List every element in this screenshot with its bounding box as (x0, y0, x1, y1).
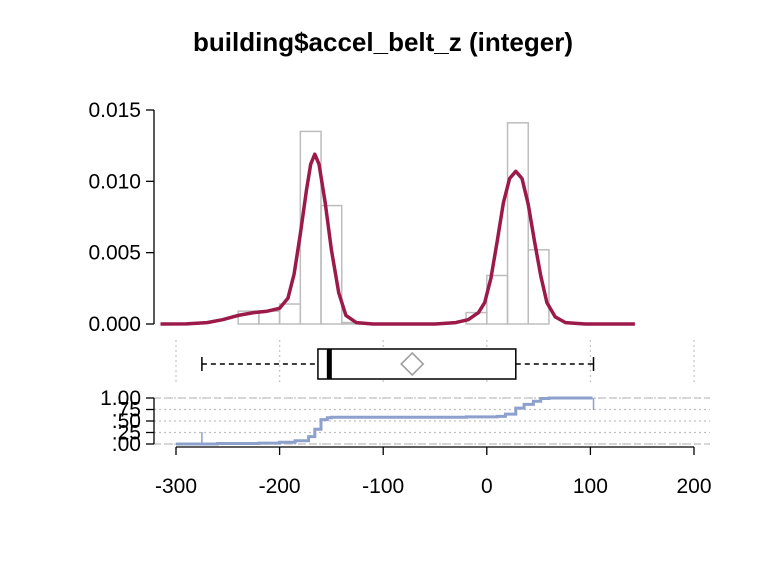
x-tick-label: 0 (481, 475, 493, 498)
x-axis: -300 -200 -100 0 100 200 (155, 446, 712, 498)
histogram-bar (506, 122, 529, 325)
x-tick-label: 100 (573, 475, 608, 498)
histogram-bar (320, 204, 343, 325)
boxplot (201, 348, 595, 380)
ecdf-tick-label: .75 (112, 399, 141, 422)
x-tick-label: 200 (676, 475, 711, 498)
histogram-y-axis: 0.000 0.005 0.010 0.015 (88, 99, 155, 336)
y-tick-label: 0.005 (88, 242, 141, 265)
ecdf-gridlines (154, 397, 710, 445)
mean-marker (400, 351, 425, 377)
ecdf-tick-label: .50 (112, 410, 141, 433)
y-tick-label: 0.010 (88, 170, 141, 193)
x-tick-label: -300 (155, 475, 197, 498)
ecdf-tick-label: .00 (112, 433, 141, 456)
chart-title: building$accel_belt_z (integer) (193, 27, 573, 57)
x-tick-label: -100 (362, 475, 404, 498)
histogram-panel: 0.000 0.005 0.010 0.015 (88, 99, 635, 336)
y-tick-label: 0.000 (88, 313, 141, 336)
x-tick-label: -200 (259, 475, 301, 498)
histogram-bar (527, 249, 550, 325)
ecdf-curve (176, 396, 593, 446)
ecdf-panel: 1.00.75.50.25.00 (100, 387, 710, 456)
ecdf-tick-label: .25 (112, 422, 141, 445)
ecdf-y-axis: 1.00.75.50.25.00 (100, 387, 155, 456)
boxplot-panel (175, 340, 695, 385)
histogram-bars (237, 122, 550, 325)
y-tick-label: 0.015 (88, 99, 141, 122)
ecdf-tick-label: 1.00 (100, 387, 141, 410)
density-curve (160, 152, 635, 326)
